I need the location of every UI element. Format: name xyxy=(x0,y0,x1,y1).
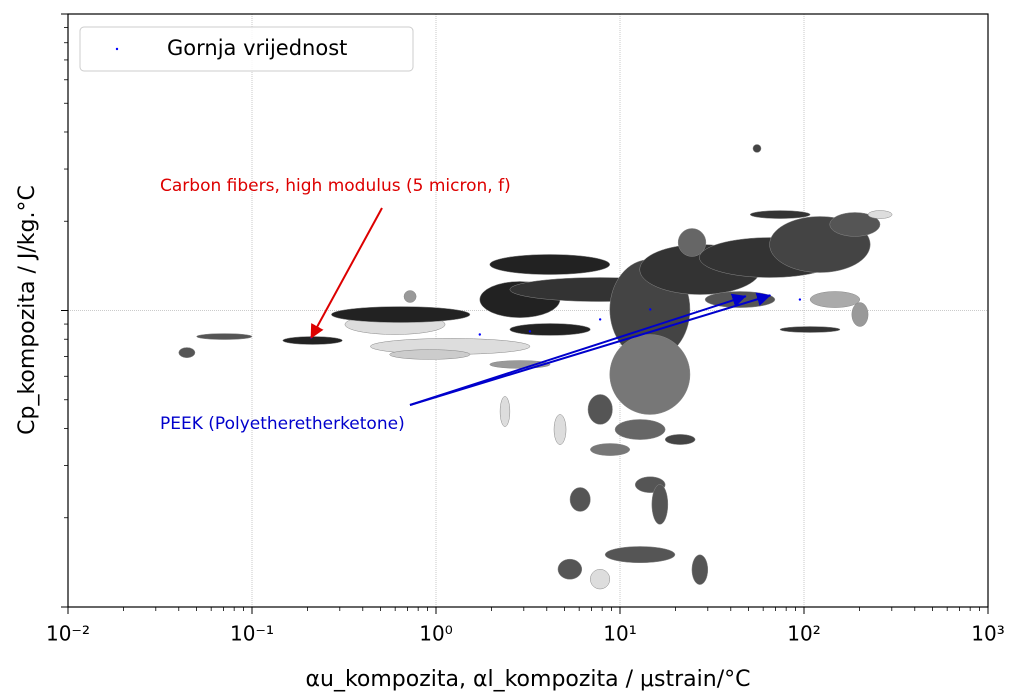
range-ellipse xyxy=(587,394,613,425)
range-ellipse xyxy=(569,487,591,512)
range-ellipse xyxy=(752,144,762,153)
range-ellipse xyxy=(590,569,611,590)
point xyxy=(649,308,652,311)
annotation-arrow xyxy=(409,292,771,406)
x-tick-label: 10⁻² xyxy=(46,622,90,646)
range-ellipse xyxy=(196,333,253,340)
x-tick-label: 10⁰ xyxy=(419,622,452,646)
range-ellipse xyxy=(609,334,691,415)
legend-marker xyxy=(115,47,119,51)
point xyxy=(598,318,602,321)
range-ellipse xyxy=(557,558,583,580)
point xyxy=(528,330,532,333)
range-ellipse xyxy=(389,349,471,360)
range-ellipse xyxy=(677,228,707,257)
range-ellipse xyxy=(829,212,881,237)
range-ellipse xyxy=(509,323,591,336)
annotation-arrow xyxy=(409,293,747,406)
range-ellipse xyxy=(553,414,567,445)
annotation-arrow xyxy=(310,207,383,339)
range-ellipse xyxy=(809,291,861,308)
annotation-text: Carbon fibers, high modulus (5 micron, f… xyxy=(160,176,511,196)
range-ellipse xyxy=(590,443,631,456)
annotation-text: PEEK (Polyetheretherketone) xyxy=(160,414,405,434)
x-tick-label: 10³ xyxy=(971,622,1004,646)
y-axis-label: Cp_kompozita / J/kg.°C xyxy=(15,185,40,435)
x-tick-label: 10² xyxy=(787,622,820,646)
legend-box xyxy=(79,26,414,72)
range-ellipse xyxy=(779,326,841,333)
x-tick-label: 10¹ xyxy=(603,622,636,646)
range-ellipse xyxy=(499,396,511,427)
range-ellipse xyxy=(651,484,669,525)
range-ellipse xyxy=(867,210,893,219)
range-ellipse xyxy=(851,302,869,327)
range-ellipse xyxy=(749,210,811,219)
range-ellipse xyxy=(403,290,417,303)
x-tick-label: 10⁻¹ xyxy=(230,622,274,646)
range-ellipse xyxy=(604,546,676,564)
range-ellipse xyxy=(691,554,709,585)
point xyxy=(798,298,802,301)
point xyxy=(478,333,482,336)
x-axis-label: αu_kompozita, αl_kompozita / μstrain/°C xyxy=(306,667,751,692)
range-ellipse xyxy=(178,347,196,358)
range-ellipse xyxy=(489,254,611,275)
range-ellipse xyxy=(664,434,696,445)
range-ellipse xyxy=(282,336,343,345)
legend-label: Gornja vrijednost xyxy=(167,36,347,60)
range-ellipse xyxy=(331,306,471,323)
range-ellipse xyxy=(614,419,666,440)
